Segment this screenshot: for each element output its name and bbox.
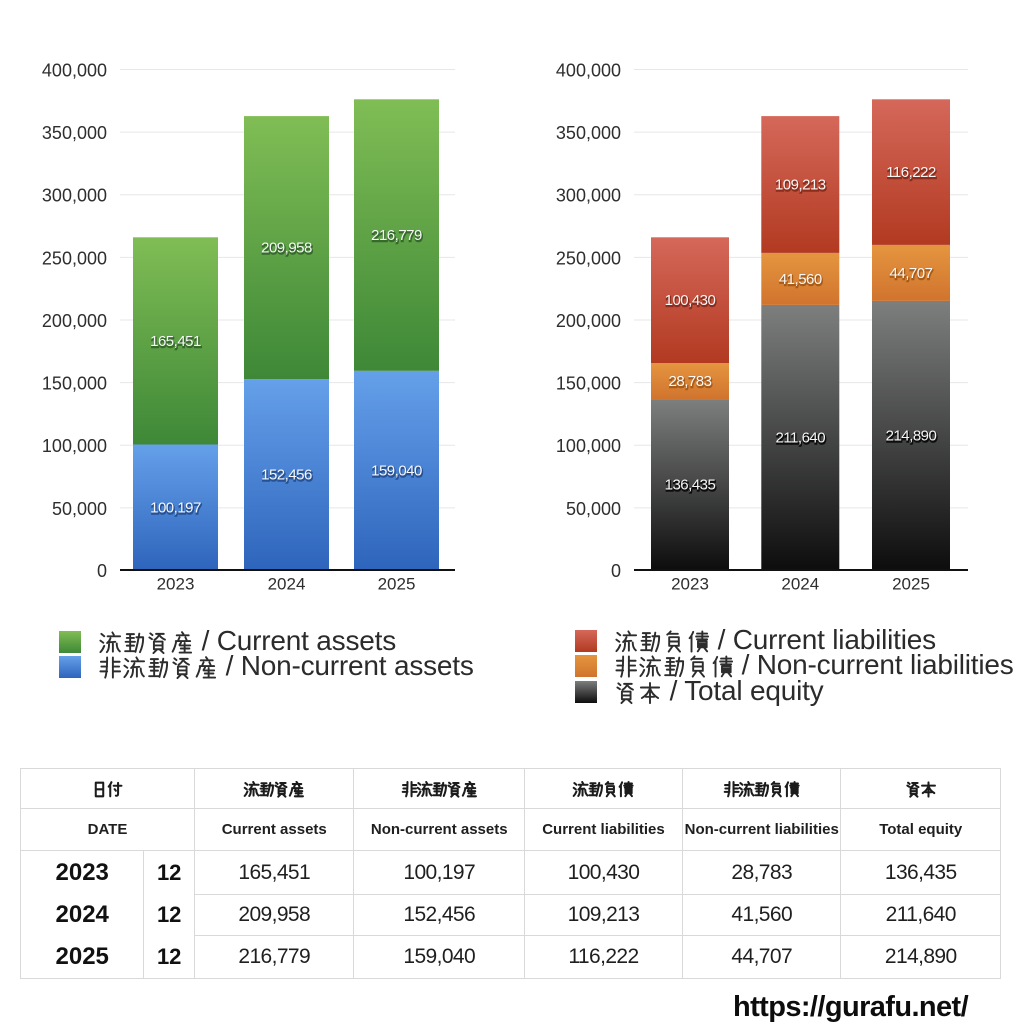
svg-text:300,000: 300,000 [556,186,621,206]
svg-text:250,000: 250,000 [556,248,621,268]
svg-text:44,707: 44,707 [890,265,933,282]
svg-text:2023: 2023 [671,575,709,594]
svg-text:400,000: 400,000 [556,61,621,81]
svg-text:2024: 2024 [268,575,306,594]
svg-text:28,783: 28,783 [669,373,712,390]
svg-text:2023: 2023 [157,575,195,594]
svg-text:100,000: 100,000 [42,436,107,456]
svg-text:150,000: 150,000 [42,374,107,394]
svg-text:116,222: 116,222 [887,166,937,183]
svg-text:165,451: 165,451 [151,334,202,351]
svg-text:100,197: 100,197 [151,501,202,518]
svg-text:152,456: 152,456 [261,467,312,484]
svg-text:109,213: 109,213 [775,177,826,194]
svg-text:159,040: 159,040 [371,462,422,479]
svg-text:200,000: 200,000 [42,311,107,331]
svg-text:0: 0 [611,561,621,581]
svg-text:200,000: 200,000 [556,311,621,331]
svg-text:400,000: 400,000 [42,61,107,81]
svg-text:300,000: 300,000 [42,186,107,206]
svg-text:350,000: 350,000 [42,123,107,143]
svg-text:211,640: 211,640 [775,430,825,447]
svg-text:136,435: 136,435 [665,477,716,494]
svg-text:41,560: 41,560 [779,271,822,288]
svg-text:214,890: 214,890 [886,429,937,446]
svg-text:116,222: 116,222 [886,164,936,181]
svg-text:250,000: 250,000 [42,248,107,268]
svg-text:100,000: 100,000 [556,436,621,456]
svg-text:152,456: 152,456 [262,468,313,485]
svg-text:0: 0 [97,561,107,581]
svg-text:2024: 2024 [781,575,819,594]
svg-text:50,000: 50,000 [52,499,107,519]
svg-text:209,958: 209,958 [261,240,312,257]
svg-text:216,779: 216,779 [372,228,423,245]
svg-text:165,451: 165,451 [150,333,201,350]
svg-text:209,958: 209,958 [262,241,313,258]
svg-text:216,779: 216,779 [371,227,422,244]
svg-text:136,435: 136,435 [665,478,716,495]
svg-text:28,783: 28,783 [669,375,712,392]
svg-text:44,707: 44,707 [890,266,933,283]
svg-text:41,560: 41,560 [779,272,822,289]
svg-text:100,430: 100,430 [665,292,716,309]
svg-text:159,040: 159,040 [372,464,423,481]
svg-text:100,197: 100,197 [150,500,201,517]
svg-text:214,890: 214,890 [886,428,937,445]
svg-text:50,000: 50,000 [566,499,621,519]
svg-text:100,430: 100,430 [665,294,716,311]
svg-text:2025: 2025 [892,575,930,594]
svg-text:150,000: 150,000 [556,374,621,394]
svg-text:2025: 2025 [378,575,416,594]
svg-text:109,213: 109,213 [776,178,827,195]
svg-text:211,640: 211,640 [776,431,826,448]
svg-text:350,000: 350,000 [556,123,621,143]
